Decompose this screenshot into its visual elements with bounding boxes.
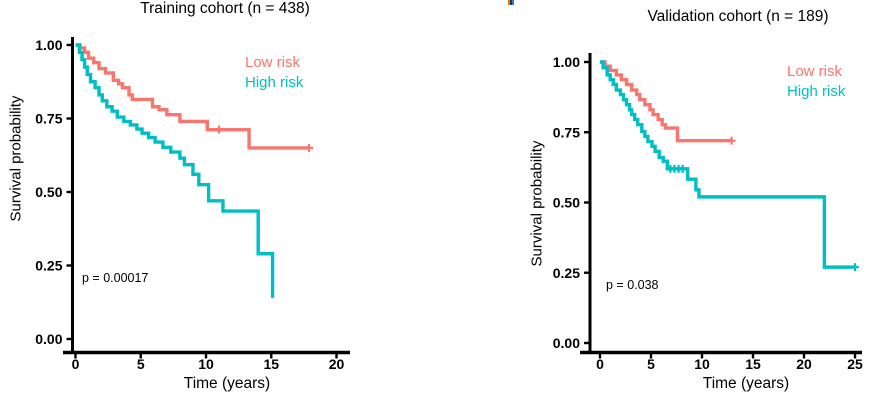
fragment-stripe <box>512 0 514 5</box>
x-tick-label: 5 <box>647 356 655 372</box>
legend-low-risk-validation: Low risk <box>787 63 843 80</box>
y-tick-label: 0.75 <box>553 124 580 140</box>
x-tick-label: 10 <box>694 356 710 372</box>
legend-high-risk-training: High risk <box>245 74 304 91</box>
y-tick-label: 0.00 <box>553 335 580 351</box>
y-tick-label: 1.00 <box>35 37 62 53</box>
km-curve-high-risk <box>75 43 275 298</box>
y-tick-label: 1.00 <box>553 54 580 70</box>
panel-title-training: Training cohort (n = 438) <box>140 0 310 17</box>
y-tick-label: 0.00 <box>35 331 62 347</box>
x-tick-label: 20 <box>329 356 345 372</box>
y-axis-label-training: Survival probability <box>7 95 25 222</box>
clipped-glyph-fragment <box>508 0 514 5</box>
y-tick-label: 0.50 <box>553 195 580 211</box>
pvalue-validation: p = 0.038 <box>606 278 659 292</box>
fragment-stripe <box>510 0 512 5</box>
x-tick-label: 15 <box>263 356 279 372</box>
x-axis-label-training: Time (years) <box>183 375 271 392</box>
km-curve-low-risk <box>600 60 732 143</box>
legend-low-risk-training: Low risk <box>245 54 301 71</box>
x-axis-label-validation: Time (years) <box>702 375 790 392</box>
x-tick-label: 15 <box>745 356 761 372</box>
x-tick-label: 0 <box>72 356 80 372</box>
y-tick-label: 0.50 <box>35 184 62 200</box>
x-tick-label: 20 <box>796 356 812 372</box>
x-tick-label: 25 <box>847 356 863 372</box>
y-axis-label-validation: Survival probability <box>528 140 546 267</box>
fragment-stripe <box>508 0 510 5</box>
km-curve-low-risk <box>75 43 310 150</box>
y-tick-label: 0.25 <box>553 265 580 281</box>
legend-high-risk-validation: High risk <box>787 83 846 100</box>
panel-title-validation: Validation cohort (n = 189) <box>647 8 829 25</box>
y-tick-label: 0.25 <box>35 258 62 274</box>
pvalue-training: p = 0.00017 <box>82 271 149 285</box>
y-tick-label: 0.75 <box>35 111 62 127</box>
x-tick-label: 10 <box>198 356 214 372</box>
x-tick-label: 0 <box>596 356 604 372</box>
x-tick-label: 5 <box>137 356 145 372</box>
